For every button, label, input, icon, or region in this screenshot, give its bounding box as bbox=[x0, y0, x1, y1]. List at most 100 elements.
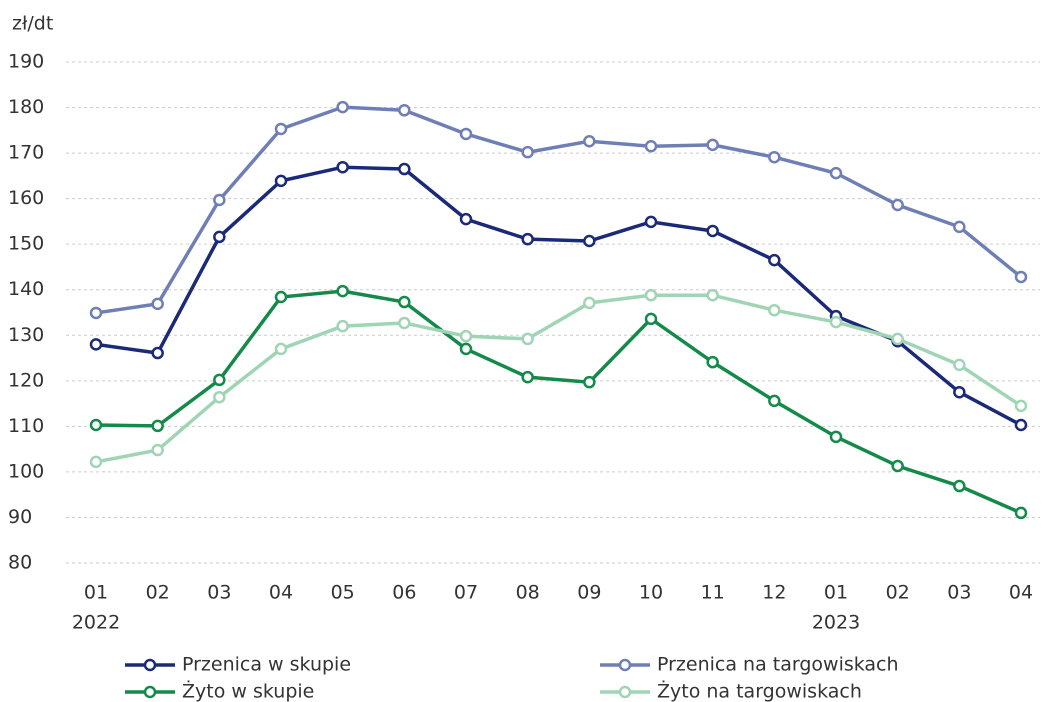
y-tick-label: 120 bbox=[8, 369, 44, 391]
data-point bbox=[768, 253, 781, 267]
data-point bbox=[459, 212, 473, 226]
legend-marker bbox=[618, 685, 632, 699]
y-tick-label: 110 bbox=[8, 415, 44, 437]
data-point bbox=[706, 355, 719, 369]
x-tick-label: 02 bbox=[146, 582, 170, 604]
x-tick-label: 12 bbox=[762, 582, 786, 604]
data-point bbox=[521, 370, 534, 384]
data-point bbox=[891, 332, 904, 346]
data-point bbox=[213, 373, 226, 387]
data-point bbox=[521, 232, 534, 246]
data-point bbox=[398, 316, 411, 330]
x-tick-label: 08 bbox=[516, 582, 540, 604]
y-tick-label: 80 bbox=[8, 552, 32, 574]
data-point bbox=[583, 296, 596, 310]
data-point bbox=[213, 390, 226, 404]
data-point bbox=[644, 312, 658, 326]
data-point bbox=[829, 166, 843, 180]
data-point bbox=[1014, 418, 1028, 432]
data-point bbox=[644, 140, 658, 153]
data-point bbox=[151, 346, 164, 360]
data-point bbox=[213, 230, 226, 244]
data-point bbox=[336, 160, 349, 174]
y-tick-label: 90 bbox=[8, 506, 32, 528]
data-point bbox=[583, 134, 596, 148]
y-tick-label: 130 bbox=[8, 324, 44, 346]
data-point bbox=[583, 375, 596, 389]
data-point bbox=[151, 419, 164, 433]
data-point bbox=[521, 332, 534, 346]
x-tick-label: 03 bbox=[947, 582, 971, 604]
y-tick-label: 160 bbox=[8, 187, 44, 209]
data-point bbox=[706, 138, 719, 152]
legend-marker bbox=[143, 658, 157, 672]
data-point bbox=[89, 455, 103, 469]
series-line bbox=[95, 293, 1022, 464]
legend-label: Przenica w skupie bbox=[182, 654, 351, 676]
data-point bbox=[213, 193, 226, 207]
data-point bbox=[953, 358, 966, 372]
y-axis-label: zł/dt bbox=[12, 13, 53, 35]
data-point bbox=[768, 394, 781, 408]
legend-label: Żyto w skupie bbox=[182, 680, 314, 702]
x-tick-label: 02 bbox=[886, 582, 910, 604]
data-point bbox=[891, 459, 904, 473]
data-point bbox=[336, 284, 349, 298]
legend-label: Przenica na targowiskach bbox=[657, 654, 899, 676]
data-point bbox=[398, 162, 411, 176]
x-tick-label: 07 bbox=[454, 582, 478, 604]
data-point bbox=[89, 418, 103, 432]
y-tick-label: 190 bbox=[8, 51, 44, 73]
data-point bbox=[829, 430, 843, 444]
data-point bbox=[274, 290, 288, 304]
data-point bbox=[459, 127, 473, 141]
x-group-label: 2023 bbox=[812, 612, 860, 634]
x-group-label: 2022 bbox=[72, 612, 120, 634]
data-point bbox=[459, 342, 473, 356]
series-line bbox=[95, 165, 1022, 427]
data-point bbox=[953, 385, 966, 399]
x-tick-label: 03 bbox=[207, 582, 231, 604]
data-point bbox=[644, 215, 658, 229]
data-point bbox=[706, 224, 719, 238]
data-point bbox=[829, 315, 843, 329]
data-point bbox=[274, 174, 288, 188]
data-point bbox=[768, 150, 781, 164]
data-point bbox=[953, 220, 966, 234]
x-tick-label: 06 bbox=[392, 582, 416, 604]
y-tick-label: 100 bbox=[8, 460, 44, 482]
x-tick-label: 01 bbox=[824, 582, 848, 604]
y-tick-label: 140 bbox=[8, 278, 44, 300]
data-point bbox=[336, 319, 349, 333]
data-point bbox=[89, 306, 103, 320]
data-point bbox=[336, 100, 349, 114]
x-tick-label: 04 bbox=[269, 582, 293, 604]
data-point bbox=[583, 234, 596, 248]
data-point bbox=[706, 288, 719, 302]
data-point bbox=[398, 104, 411, 117]
data-point bbox=[891, 198, 904, 212]
x-tick-label: 11 bbox=[701, 582, 725, 604]
data-point bbox=[768, 303, 781, 317]
y-tick-label: 170 bbox=[8, 142, 44, 164]
data-point bbox=[1014, 399, 1028, 413]
data-point bbox=[644, 288, 658, 302]
series-line bbox=[95, 105, 1023, 315]
x-tick-label: 04 bbox=[1009, 582, 1033, 604]
x-tick-label: 05 bbox=[331, 582, 355, 604]
data-point bbox=[274, 122, 288, 136]
data-point bbox=[151, 443, 164, 457]
data-point bbox=[459, 329, 473, 343]
data-point bbox=[151, 297, 164, 311]
data-point bbox=[1014, 506, 1028, 520]
data-point bbox=[1014, 270, 1028, 284]
legend-label: Żyto na targowiskach bbox=[657, 680, 862, 702]
data-point bbox=[89, 338, 103, 351]
series-line bbox=[95, 289, 1022, 515]
data-point bbox=[398, 295, 411, 309]
y-tick-label: 150 bbox=[8, 233, 44, 255]
legend-marker bbox=[143, 685, 157, 699]
data-point bbox=[274, 342, 288, 356]
y-tick-label: 180 bbox=[8, 96, 44, 118]
